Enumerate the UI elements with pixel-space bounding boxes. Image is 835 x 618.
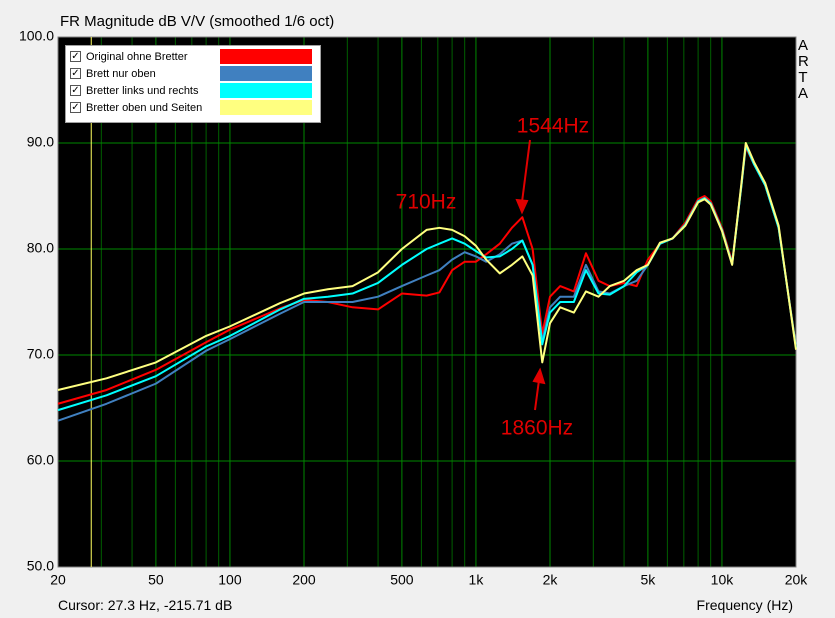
legend-checkbox[interactable]: ✓ xyxy=(70,102,81,113)
x-tick-label: 5k xyxy=(640,572,656,588)
legend-swatch xyxy=(220,83,312,98)
side-label: ARTA xyxy=(798,37,809,102)
annotation: 1860Hz xyxy=(501,417,573,440)
legend-checkbox[interactable]: ✓ xyxy=(70,68,81,79)
legend-label: Original ohne Bretter xyxy=(86,50,188,63)
y-tick-label: 100.0 xyxy=(19,28,54,44)
x-tick-label: 200 xyxy=(292,572,316,588)
x-axis-label: Frequency (Hz) xyxy=(696,597,793,613)
plot-area xyxy=(58,37,796,567)
x-tick-label: 10k xyxy=(711,572,735,588)
x-tick-label: 20k xyxy=(785,572,809,588)
legend-checkbox[interactable]: ✓ xyxy=(70,51,81,62)
x-tick-label: 500 xyxy=(390,572,414,588)
legend-item: ✓ Original ohne Bretter xyxy=(70,48,316,65)
chart-title: FR Magnitude dB V/V (smoothed 1/6 oct) xyxy=(60,13,335,30)
y-tick-label: 50.0 xyxy=(27,558,54,574)
x-tick-label: 1k xyxy=(469,572,485,588)
y-tick-label: 60.0 xyxy=(27,452,54,468)
annotation-arrows xyxy=(515,139,546,411)
curves xyxy=(57,142,797,422)
plot-frame xyxy=(57,36,797,568)
x-tick-label: 100 xyxy=(218,572,242,588)
legend: ✓ Original ohne Bretter ✓ Brett nur oben ✓ Br… xyxy=(65,45,321,123)
y-tick-label: 90.0 xyxy=(27,134,54,150)
x-tick-label: 50 xyxy=(148,572,164,588)
arrow-head xyxy=(532,367,546,385)
ticks: 20 50 100 200 500 1k 2k 5k 10k 20k 50.0 60.0 70.0 80.… xyxy=(19,28,808,588)
legend-label: Bretter links und rechts xyxy=(86,84,199,97)
y-tick-label: 70.0 xyxy=(27,346,54,362)
legend-item: ✓ Brett nur oben xyxy=(70,65,316,82)
legend-item: ✓ Bretter links und rechts xyxy=(70,82,316,99)
legend-swatch xyxy=(220,49,312,64)
legend-swatch xyxy=(220,66,312,81)
legend-label: Brett nur oben xyxy=(86,67,156,80)
annotation: 1544Hz xyxy=(517,115,589,138)
legend-item: ✓ Bretter oben und Seiten xyxy=(70,99,316,116)
cursor-readout: Cursor: 27.3 Hz, -215.71 dB xyxy=(58,597,233,613)
legend-label: Bretter oben und Seiten xyxy=(86,101,203,114)
arrow xyxy=(521,139,531,203)
x-tick-label: 20 xyxy=(50,572,66,588)
y-tick-label: 80.0 xyxy=(27,240,54,256)
arrow-head xyxy=(515,198,529,215)
legend-swatch xyxy=(220,100,312,115)
annotation: 710Hz xyxy=(396,191,457,214)
x-tick-label: 2k xyxy=(543,572,559,588)
arrow xyxy=(534,379,540,411)
series-line xyxy=(57,142,797,391)
legend-checkbox[interactable]: ✓ xyxy=(70,85,81,96)
